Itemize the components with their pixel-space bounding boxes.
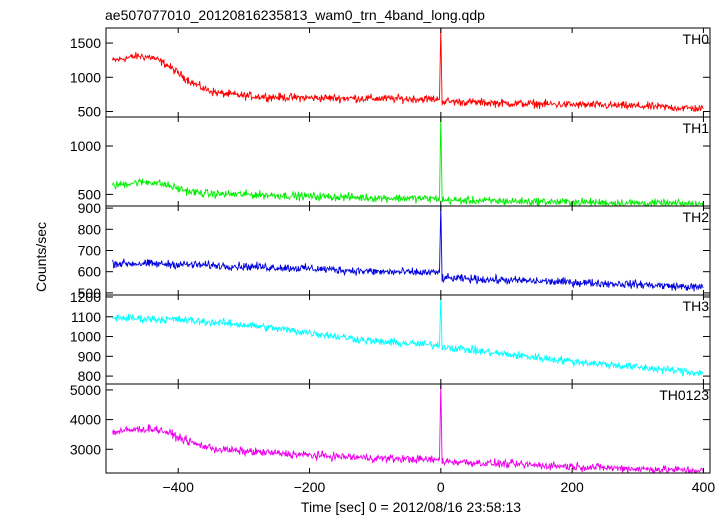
panel-th0: 500 1000 1500 TH0 <box>70 27 711 120</box>
y-tick-label: 500 <box>78 186 102 202</box>
panel-th2: 500 600 700 800 900 TH2 <box>78 200 711 301</box>
x-tick-label: −400 <box>162 479 194 495</box>
y-tick-label: 1100 <box>71 309 101 325</box>
y-tick-label: 1500 <box>70 35 101 51</box>
y-tick-label: 600 <box>78 264 102 280</box>
x-tick-label: 400 <box>692 479 716 495</box>
y-tick-label: 3000 <box>70 441 101 457</box>
y-tick-label: 900 <box>78 200 102 216</box>
panel-th0123: 3000 4000 5000 TH0123 <box>70 382 711 474</box>
panel-label: TH2 <box>683 209 710 225</box>
y-tick-label: 1000 <box>70 329 101 345</box>
y-tick-label: 1000 <box>70 138 101 154</box>
panel-th1: 500 1000 TH1 <box>70 116 711 207</box>
panel-frame <box>105 116 711 207</box>
panel-label: TH3 <box>683 298 710 314</box>
series-line-th1 <box>112 117 704 206</box>
panel-frame <box>105 294 711 385</box>
y-tick-label: 800 <box>78 368 102 384</box>
panel-label: TH0123 <box>659 387 709 403</box>
x-tick-label: −200 <box>294 479 326 495</box>
y-tick-label: 5000 <box>70 382 101 398</box>
x-axis-label: Time [sec] 0 = 2012/08/16 23:58:13 <box>301 499 521 515</box>
series-line-th0123 <box>112 384 704 473</box>
x-tick-labels-group: −400 −200 0 200 400 <box>162 479 715 495</box>
x-tick-label: 0 <box>437 479 445 495</box>
y-tick-label: 1200 <box>70 289 101 305</box>
y-tick-label: 500 <box>78 104 102 120</box>
y-tick-label: 800 <box>78 221 102 237</box>
y-tick-label: 4000 <box>70 412 101 428</box>
y-tick-label: 700 <box>78 243 102 259</box>
panel-frame <box>105 27 711 118</box>
panel-frame <box>105 383 711 474</box>
y-axis-label: Counts/sec <box>33 222 49 292</box>
panel-label: TH0 <box>683 31 710 47</box>
panels-group: 500 1000 1500 TH0 500 1000 TH1 500 600 700 800 900 T… <box>70 27 711 474</box>
y-tick-label: 900 <box>78 348 102 364</box>
series-line-th2 <box>112 206 704 292</box>
series-line-th0 <box>112 28 704 113</box>
chart-title: ae507077010_20120816235813_wam0_trn_4ban… <box>105 7 485 23</box>
x-tick-label: 200 <box>560 479 584 495</box>
series-line-th3 <box>112 296 704 378</box>
panel-label: TH1 <box>683 120 710 136</box>
y-tick-label: 1000 <box>70 69 101 85</box>
panel-th3: 800 900 1000 1100 1200 TH3 <box>70 289 711 385</box>
y-tick-label: 500 <box>78 285 102 301</box>
